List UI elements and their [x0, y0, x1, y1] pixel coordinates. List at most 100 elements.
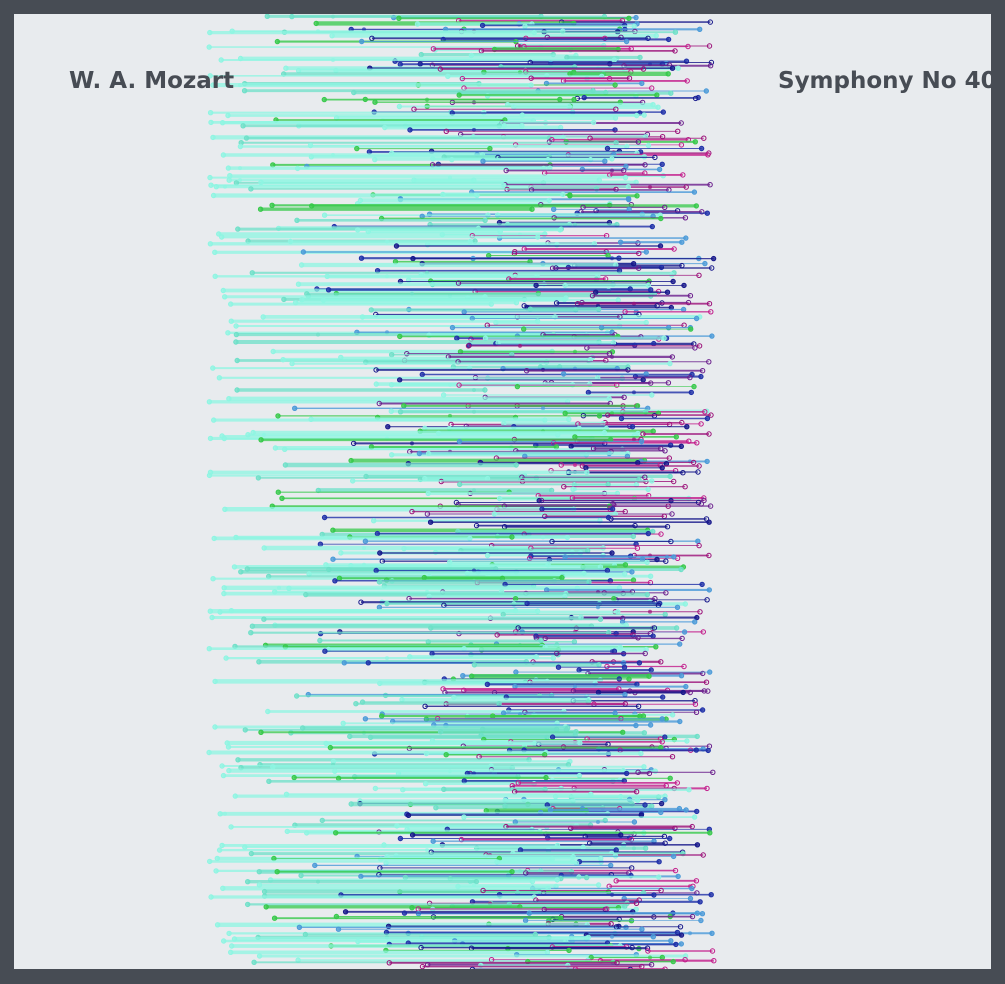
note-dot [292, 405, 298, 411]
note-dot [602, 35, 608, 41]
note-dot [645, 948, 651, 954]
note-dot [610, 340, 617, 346]
note-dot [648, 287, 654, 293]
note-dot [694, 808, 700, 815]
note-dot [238, 83, 242, 88]
note-dot [585, 389, 592, 396]
note-dot [389, 352, 395, 358]
note-dot [698, 917, 704, 924]
note-dot [440, 392, 447, 398]
note-dot [612, 710, 618, 716]
note-dot [682, 215, 689, 221]
note-dot [238, 166, 242, 171]
note-dot [528, 82, 534, 88]
note-dot [694, 440, 700, 446]
note-dot [573, 487, 577, 492]
note-dot [355, 227, 361, 233]
note-dot [472, 409, 476, 414]
note-dot [213, 868, 219, 874]
note-dot [651, 625, 658, 631]
note-dot [663, 590, 669, 596]
note-dot [350, 478, 356, 484]
note-dot [699, 368, 706, 374]
note-dot [688, 326, 694, 332]
note-dot [667, 473, 673, 480]
note-dot [220, 152, 227, 158]
note-dot [330, 556, 336, 562]
note-dot [383, 860, 389, 866]
note-dot [665, 36, 672, 43]
note-dot [709, 948, 716, 954]
note-dot [385, 656, 389, 661]
note-dot [223, 811, 227, 816]
note-dot [664, 289, 671, 295]
note-dot [689, 823, 695, 830]
note-dot [683, 235, 689, 241]
note-dot [212, 249, 218, 256]
note-dot [631, 23, 637, 30]
note-dot [351, 89, 357, 96]
note-dot [613, 878, 619, 884]
note-dot [272, 445, 279, 451]
note-dot [635, 703, 642, 709]
note-dot [577, 740, 583, 746]
note-dot [648, 962, 655, 968]
note-dot [340, 720, 346, 726]
note-dot [706, 587, 712, 593]
note-dot [207, 435, 214, 442]
note-dot [461, 646, 467, 652]
note-dot [284, 828, 290, 835]
note-dot [208, 894, 214, 900]
note-dot [633, 789, 640, 795]
note-dot [208, 119, 214, 126]
note-dot [207, 608, 214, 614]
note-dot [673, 941, 679, 948]
note-dot [634, 403, 641, 409]
note-dot [415, 911, 422, 917]
note-dot [685, 299, 692, 306]
note-dot [644, 945, 651, 951]
note-dot [226, 767, 232, 774]
note-dot [558, 915, 564, 921]
note-dot [704, 785, 710, 792]
note-dot [228, 824, 234, 830]
note-dot [705, 747, 711, 754]
note-dot [596, 662, 602, 668]
note-dot [271, 915, 278, 921]
note-dot [231, 564, 238, 570]
note-dot [674, 780, 680, 786]
note-dot [704, 458, 710, 465]
note-dot [564, 534, 570, 541]
note-dot [362, 538, 369, 544]
note-dot [656, 166, 663, 173]
note-dot [706, 552, 712, 559]
note-dot [240, 123, 246, 129]
note-dot [576, 667, 582, 673]
note-dot [304, 830, 310, 836]
note-dot [472, 388, 476, 392]
note-dot [207, 29, 213, 36]
note-dot [286, 585, 292, 591]
note-dot [650, 633, 656, 639]
note-dot [707, 669, 713, 675]
note-dot [659, 161, 665, 168]
note-dot [396, 15, 402, 22]
note-dot [564, 54, 570, 61]
note-dot [626, 206, 632, 213]
note-dot [401, 910, 408, 916]
note-dot [330, 527, 336, 533]
note-dot [219, 234, 225, 240]
note-dot [509, 534, 515, 540]
note-dot [699, 707, 706, 713]
note-dot [602, 817, 608, 824]
note-dot [308, 416, 314, 422]
note-dot [347, 733, 353, 740]
note-dot [461, 309, 467, 315]
note-dot [696, 272, 702, 278]
note-dot [321, 514, 328, 521]
note-dot [667, 775, 673, 781]
note-dot [703, 88, 709, 94]
note-dot [639, 926, 645, 932]
note-dot [430, 46, 437, 52]
note-dot [551, 206, 557, 213]
